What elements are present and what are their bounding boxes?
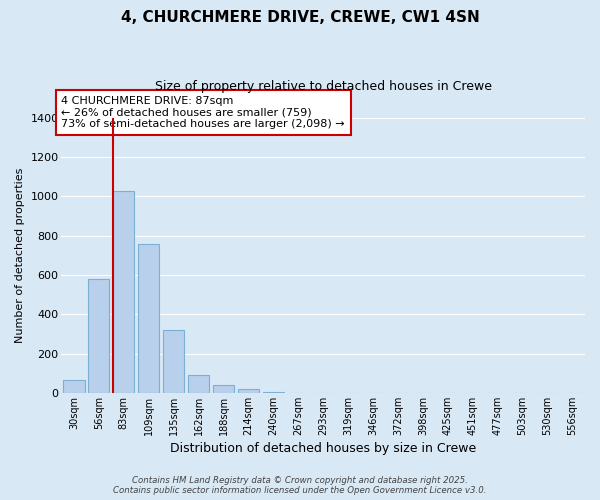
Text: 4, CHURCHMERE DRIVE, CREWE, CW1 4SN: 4, CHURCHMERE DRIVE, CREWE, CW1 4SN bbox=[121, 10, 479, 25]
Bar bbox=[113, 192, 134, 393]
Bar bbox=[263, 392, 284, 393]
Bar bbox=[213, 385, 234, 393]
Bar bbox=[238, 389, 259, 393]
Bar bbox=[64, 380, 85, 393]
Bar bbox=[163, 330, 184, 393]
X-axis label: Distribution of detached houses by size in Crewe: Distribution of detached houses by size … bbox=[170, 442, 476, 455]
Title: Size of property relative to detached houses in Crewe: Size of property relative to detached ho… bbox=[155, 80, 492, 93]
Y-axis label: Number of detached properties: Number of detached properties bbox=[15, 168, 25, 343]
Bar bbox=[88, 279, 109, 393]
Text: Contains HM Land Registry data © Crown copyright and database right 2025.
Contai: Contains HM Land Registry data © Crown c… bbox=[113, 476, 487, 495]
Bar bbox=[188, 375, 209, 393]
Bar bbox=[138, 244, 160, 393]
Text: 4 CHURCHMERE DRIVE: 87sqm
← 26% of detached houses are smaller (759)
73% of semi: 4 CHURCHMERE DRIVE: 87sqm ← 26% of detac… bbox=[61, 96, 345, 129]
